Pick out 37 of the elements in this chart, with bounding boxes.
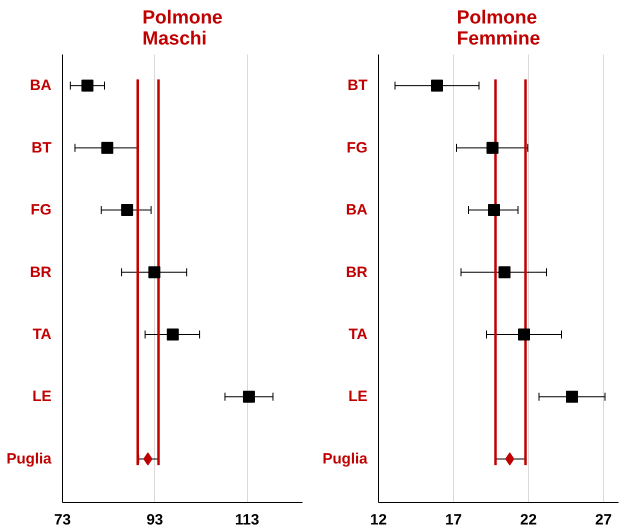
chart-title: Polmone Maschi bbox=[142, 8, 223, 50]
point bbox=[566, 390, 578, 403]
x-tick-label: 12 bbox=[370, 512, 387, 528]
point bbox=[81, 80, 94, 92]
y-tick-label: BA bbox=[30, 77, 52, 94]
y-tick-label: TA bbox=[348, 326, 368, 343]
y-tick-label: BT bbox=[348, 77, 368, 94]
y-tick-label: BT bbox=[32, 139, 52, 156]
point bbox=[143, 452, 152, 466]
y-tick-label: LE bbox=[348, 388, 368, 406]
x-tick-label: 113 bbox=[235, 512, 260, 528]
y-tick-label: BA bbox=[346, 202, 368, 219]
x-tick-label: 27 bbox=[595, 512, 612, 528]
y-tick-label: Puglia bbox=[322, 450, 368, 468]
point bbox=[498, 266, 510, 278]
y-tick-label: BR bbox=[346, 264, 368, 281]
point bbox=[505, 452, 514, 466]
x-tick-label: 17 bbox=[445, 512, 462, 528]
x-tick-label: 22 bbox=[520, 512, 537, 528]
point bbox=[166, 328, 179, 340]
point bbox=[486, 142, 498, 154]
chart-title: Polmone Femmine bbox=[456, 8, 540, 50]
y-tick-label: TA bbox=[32, 326, 52, 343]
y-tick-label: Puglia bbox=[6, 450, 52, 468]
y-tick-label: BR bbox=[30, 264, 52, 281]
y-tick-label: LE bbox=[32, 388, 52, 406]
x-tick-label: 73 bbox=[54, 512, 71, 528]
point bbox=[518, 328, 530, 340]
point bbox=[121, 204, 134, 216]
point bbox=[242, 390, 255, 403]
point bbox=[101, 142, 114, 154]
x-tick-label: 93 bbox=[146, 512, 164, 528]
point bbox=[148, 266, 160, 278]
point bbox=[488, 204, 500, 216]
y-tick-label: FG bbox=[30, 202, 52, 219]
y-tick-label: FG bbox=[346, 139, 368, 156]
point bbox=[431, 80, 443, 92]
